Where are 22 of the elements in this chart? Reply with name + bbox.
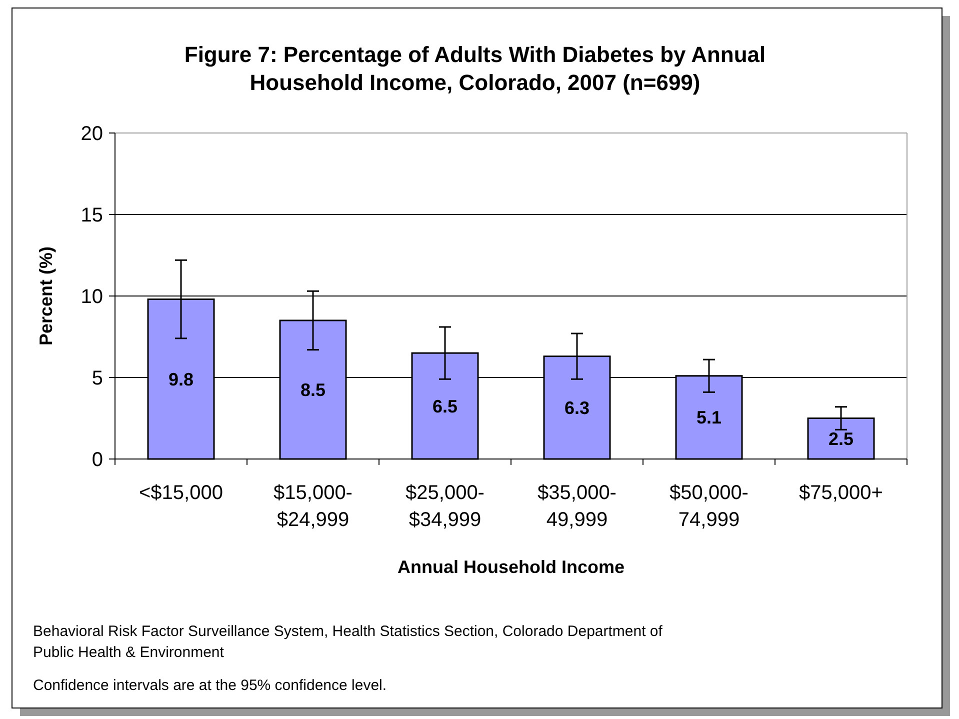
x-axis-title: Annual Household Income: [397, 557, 625, 577]
chart-title: Figure 7: Percentage of Adults With Diabetes by Annual Household Income, Colorado, 2007 (n=699): [184, 42, 766, 95]
x-tick-label: <$15,000: [139, 482, 223, 504]
y-tick-label: 10: [80, 286, 103, 308]
text: Behavioral Risk Factor Surveillance System, Health Statistics Section, Colorado Department of Public Health & Environment: [33, 623, 664, 661]
x-tick-label: $25,000- $34,999: [406, 482, 484, 531]
y-tick-label: 20: [80, 123, 103, 145]
y-axis-title: Percent (%): [36, 246, 56, 346]
x-tick-label: $50,000- 74,999: [670, 482, 748, 531]
y-tick-label: 15: [80, 204, 103, 226]
data-label: 9.8: [168, 369, 194, 390]
data-label: 6.3: [564, 398, 590, 418]
data-label: 6.5: [432, 396, 458, 416]
data-label: 5.1: [696, 408, 722, 428]
y-tick-label: 0: [92, 449, 103, 471]
data-label: 8.5: [300, 380, 326, 400]
y-tick-label: 5: [92, 368, 103, 390]
data-label: 2.5: [828, 428, 854, 449]
x-tick-label: $15,000- $24,999: [274, 482, 352, 531]
text: Confidence intervals are at the 95% confidence level.: [33, 677, 387, 694]
x-tick-label: $75,000+: [799, 482, 883, 504]
x-tick-label: $35,000- 49,999: [538, 482, 616, 531]
